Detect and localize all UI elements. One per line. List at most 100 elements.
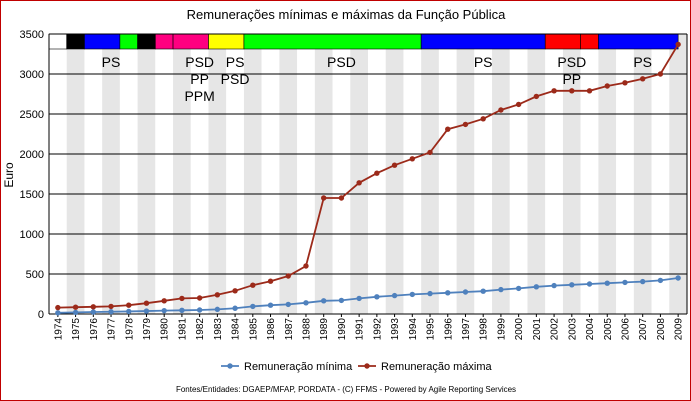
y-axis-label: Euro (2, 162, 16, 188)
party-band (598, 33, 679, 50)
year-band (84, 34, 103, 314)
y-tick-label: 500 (26, 269, 44, 281)
year-bands (49, 34, 687, 314)
data-point (179, 295, 185, 302)
party-band (243, 33, 422, 50)
data-point (90, 309, 97, 315)
series-line (57, 277, 679, 314)
year-band (527, 34, 546, 314)
party-band (84, 33, 121, 50)
y-tick-label: 3000 (20, 69, 44, 81)
data-point (462, 289, 469, 295)
x-tick-label: 1981 (177, 318, 188, 341)
year-band (243, 34, 262, 314)
y-tick-label: 2000 (20, 149, 44, 161)
y-tick-label: 3500 (20, 29, 44, 41)
x-tick-label: 1991 (355, 318, 366, 341)
x-tick-label: 1984 (231, 318, 242, 341)
data-point (533, 284, 540, 290)
data-point (498, 107, 504, 113)
y-tick-label: 1000 (20, 229, 44, 241)
party-label: PSD (221, 71, 250, 87)
y-tick-label: 0 (38, 309, 44, 321)
data-point (196, 307, 203, 313)
data-point (391, 292, 398, 299)
data-point (108, 309, 114, 315)
year-band (580, 34, 599, 314)
data-point (55, 310, 61, 316)
data-point (480, 288, 486, 294)
year-band (616, 34, 634, 314)
x-tick-label: 1978 (124, 318, 135, 341)
legend-marker (227, 363, 233, 369)
year-band (509, 34, 528, 314)
party-band (119, 33, 138, 50)
y-tick-label: 2500 (20, 109, 44, 121)
data-point (214, 306, 221, 313)
x-tick-label: 1980 (160, 318, 171, 341)
data-point (657, 277, 664, 284)
data-point (267, 278, 274, 284)
year-band (297, 34, 315, 314)
year-band (438, 34, 457, 314)
year-band (385, 34, 404, 314)
data-point (657, 71, 664, 77)
party-label: PPM (184, 88, 214, 104)
data-point (374, 170, 380, 176)
party-band (155, 33, 174, 50)
x-tick-label: 1999 (496, 318, 507, 341)
data-point (356, 180, 362, 186)
x-tick-label: 1997 (461, 318, 472, 341)
data-point (427, 149, 433, 156)
x-tick-label: 2002 (550, 318, 561, 341)
year-band (598, 34, 617, 314)
party-label: PSD (327, 54, 356, 70)
series (55, 41, 681, 316)
x-tick-label: 2000 (514, 318, 525, 341)
data-point (409, 156, 416, 162)
year-band (651, 34, 670, 314)
x-tick-label: 1986 (266, 318, 277, 341)
data-point (179, 307, 185, 314)
year-band (208, 34, 227, 314)
data-point (338, 297, 345, 304)
x-tick-label: 1995 (426, 318, 437, 341)
data-point (320, 298, 327, 304)
year-band (279, 34, 298, 314)
data-point (72, 309, 79, 316)
year-band (421, 34, 439, 314)
party-strip (48, 33, 679, 50)
year-band (49, 34, 67, 314)
party-band (137, 33, 156, 50)
year-band (261, 34, 280, 314)
data-point (267, 302, 274, 308)
data-point (586, 281, 593, 287)
data-point (285, 301, 291, 308)
x-tick-label: 1977 (107, 318, 118, 341)
data-point (72, 304, 79, 310)
data-point (143, 300, 150, 306)
source-note: Fontes/Entidades: DGAEP/MFAP, PORDATA - … (176, 385, 516, 394)
data-point (126, 302, 132, 308)
legend-label: Remuneração mínima (244, 361, 353, 373)
x-tick-label: 2006 (620, 318, 631, 341)
year-band (456, 34, 475, 314)
data-point (303, 263, 309, 269)
year-band (173, 34, 191, 314)
data-point (675, 41, 681, 48)
year-band (155, 34, 174, 314)
year-band (332, 34, 351, 314)
x-tick-label: 1983 (213, 318, 224, 341)
party-label: PSD (557, 54, 586, 70)
party-label: PS (474, 54, 493, 70)
party-label: PP (190, 71, 209, 87)
data-point (445, 126, 451, 132)
x-tick-label: 1989 (319, 318, 330, 341)
x-tick-label: 1976 (89, 318, 100, 341)
x-tick-label: 2001 (532, 318, 543, 341)
year-band (226, 34, 244, 314)
party-band (208, 33, 245, 50)
legend-marker (364, 363, 370, 369)
year-band (350, 34, 368, 314)
year-band (119, 34, 138, 314)
